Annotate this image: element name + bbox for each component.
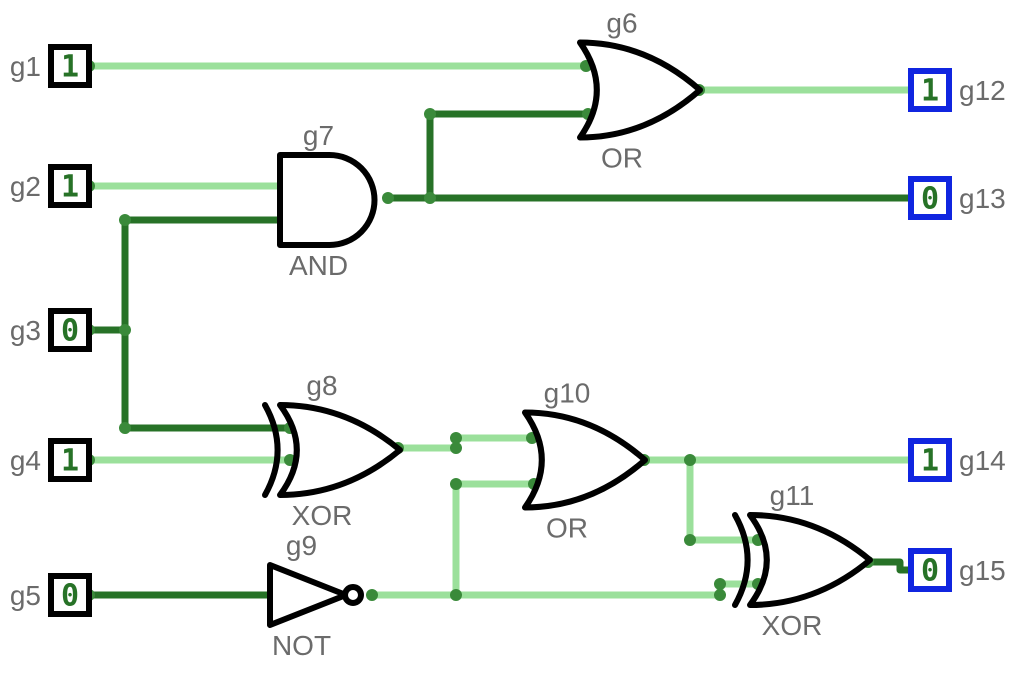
wire-g3-g8a: [125, 330, 290, 428]
gate-g11: g11 XOR: [735, 480, 870, 641]
output-label: g12: [959, 75, 1006, 106]
gate-type-label: XOR: [762, 610, 823, 641]
gate-id-label: g8: [306, 370, 337, 401]
input-g2: 1 g2: [10, 167, 89, 205]
input-value: 0: [61, 314, 79, 349]
output-g15: 0 g15: [911, 551, 1006, 589]
input-value: 0: [61, 579, 79, 614]
xor-gate-extra-arc-icon: [735, 515, 748, 605]
output-value: 1: [921, 74, 939, 109]
input-label: g2: [10, 171, 41, 202]
input-g3: 0 g3: [10, 311, 89, 349]
gate-g10: g10 OR: [525, 378, 645, 544]
junction-dot: [119, 324, 131, 336]
junction-dot: [714, 589, 726, 601]
wire-g9-g10b: [372, 484, 534, 595]
junction-dot: [714, 578, 726, 590]
wire-g9-g11b: [456, 584, 758, 595]
input-value: 1: [61, 170, 79, 205]
wire-g3-g7b: [89, 220, 288, 330]
junction-dot: [382, 192, 394, 204]
output-label: g14: [959, 445, 1006, 476]
junction-dot: [119, 422, 131, 434]
junction-dot: [424, 192, 436, 204]
junction-dot: [450, 478, 462, 490]
not-gate-bubble-icon: [345, 587, 361, 603]
gate-id-label: g7: [303, 120, 334, 151]
output-value: 0: [921, 182, 939, 217]
gate-g9: g9 NOT: [270, 530, 361, 661]
gate-type-label: OR: [601, 143, 643, 174]
junctions: [83, 60, 936, 601]
input-g1: 1 g1: [10, 47, 89, 85]
input-label: g5: [10, 580, 41, 611]
gate-id-label: g6: [606, 8, 637, 39]
junction-dot: [684, 454, 696, 466]
gate-g7: g7 AND: [280, 120, 374, 281]
gate-g8: g8 XOR: [265, 370, 400, 531]
gate-id-label: g10: [544, 378, 591, 409]
junction-dot: [119, 214, 131, 226]
junction-dot: [450, 589, 462, 601]
and-gate-icon: [280, 155, 374, 245]
input-g4: 1 g4: [10, 441, 89, 479]
gate-id-label: g9: [286, 530, 317, 561]
junction-dot: [424, 108, 436, 120]
output-g12: 1 g12: [911, 71, 1006, 109]
gate-type-label: AND: [289, 250, 348, 281]
or-gate-icon: [580, 43, 700, 138]
gate-id-label: g11: [770, 480, 815, 511]
input-g5: 0 g5: [10, 576, 89, 614]
gate-type-label: OR: [546, 513, 588, 544]
junction-dot: [684, 534, 696, 546]
output-g13: 0 g13: [911, 179, 1006, 217]
input-label: g3: [10, 315, 41, 346]
wires-high: [89, 66, 930, 595]
input-label: g4: [10, 445, 41, 476]
input-value: 1: [61, 444, 79, 479]
input-label: g1: [10, 51, 41, 82]
not-gate-triangle-icon: [270, 565, 346, 625]
output-label: g13: [959, 183, 1006, 214]
input-value: 1: [61, 50, 79, 85]
output-value: 1: [921, 444, 939, 479]
output-label: g15: [959, 555, 1006, 586]
or-gate-icon: [525, 413, 645, 508]
gate-g6: g6 OR: [580, 8, 700, 174]
gate-type-label: NOT: [272, 630, 331, 661]
gate-type-label: XOR: [292, 500, 353, 531]
logic-circuit-diagram: g6ORg7ANDg8XORg9NOTg10ORg11XOR1g11g20g31…: [0, 0, 1024, 679]
xor-gate-body-icon: [280, 405, 400, 495]
xor-gate-extra-arc-icon: [265, 405, 278, 495]
xor-gate-body-icon: [750, 515, 870, 605]
output-value: 0: [921, 554, 939, 589]
wire-g7-g6b: [388, 114, 588, 198]
gates-layer: g6ORg7ANDg8XORg9NOTg10ORg11XOR: [265, 8, 870, 662]
wire-g8-g10a: [398, 438, 532, 448]
junction-dot: [450, 432, 462, 444]
junction-dot: [366, 589, 378, 601]
output-g14: 1 g14: [911, 441, 1006, 479]
